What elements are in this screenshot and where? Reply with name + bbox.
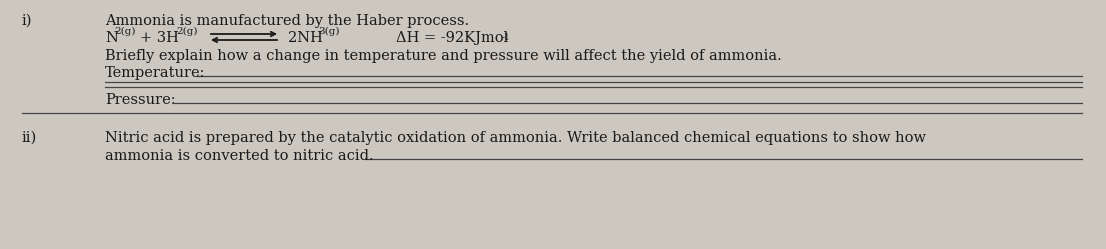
Text: Ammonia is manufactured by the Haber process.: Ammonia is manufactured by the Haber pro… <box>105 14 469 28</box>
Text: 3(g): 3(g) <box>319 27 340 36</box>
Text: ΔH = -92KJmol: ΔH = -92KJmol <box>396 31 509 45</box>
Text: 2NH: 2NH <box>288 31 323 45</box>
Text: ammonia is converted to nitric acid.: ammonia is converted to nitric acid. <box>105 149 374 163</box>
Text: Pressure:: Pressure: <box>105 93 176 107</box>
Text: 2(g): 2(g) <box>114 27 136 36</box>
Text: Temperature:: Temperature: <box>105 66 206 80</box>
Text: + 3H: + 3H <box>140 31 179 45</box>
Text: ii): ii) <box>22 131 38 145</box>
Text: i): i) <box>22 14 32 28</box>
Text: N: N <box>105 31 118 45</box>
Text: Nitric acid is prepared by the catalytic oxidation of ammonia. Write balanced ch: Nitric acid is prepared by the catalytic… <box>105 131 926 145</box>
Text: Briefly explain how a change in temperature and pressure will affect the yield o: Briefly explain how a change in temperat… <box>105 49 782 63</box>
Text: 2(g): 2(g) <box>176 27 198 36</box>
Text: -1: -1 <box>502 33 511 42</box>
